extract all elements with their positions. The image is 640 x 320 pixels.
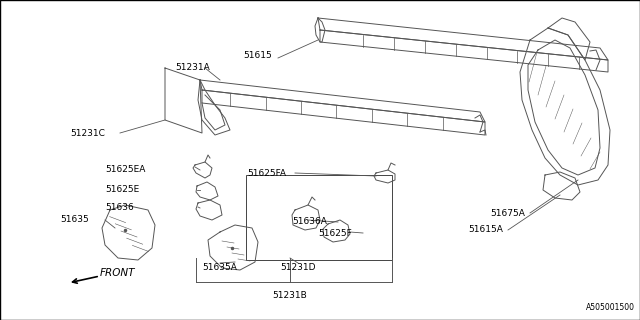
Text: 51636A: 51636A	[292, 218, 327, 227]
Text: 51635A: 51635A	[203, 262, 237, 271]
Text: FRONT: FRONT	[100, 268, 136, 278]
Text: 51635: 51635	[60, 215, 89, 225]
Text: 51625E: 51625E	[105, 186, 140, 195]
Text: 51231B: 51231B	[273, 291, 307, 300]
Text: 51625F: 51625F	[318, 228, 352, 237]
Text: 51636: 51636	[105, 204, 134, 212]
Text: 51615: 51615	[243, 52, 272, 60]
Text: 51231C: 51231C	[70, 129, 105, 138]
Text: 51675A: 51675A	[490, 209, 525, 218]
Text: 51625EA: 51625EA	[105, 165, 145, 174]
Text: A505001500: A505001500	[586, 303, 635, 312]
Bar	[246, 175, 392, 260]
Text: 51625FA: 51625FA	[247, 169, 286, 178]
Text: 51615A: 51615A	[468, 226, 503, 235]
Text: 51231A: 51231A	[175, 63, 210, 73]
Text: 51231D: 51231D	[280, 262, 316, 271]
